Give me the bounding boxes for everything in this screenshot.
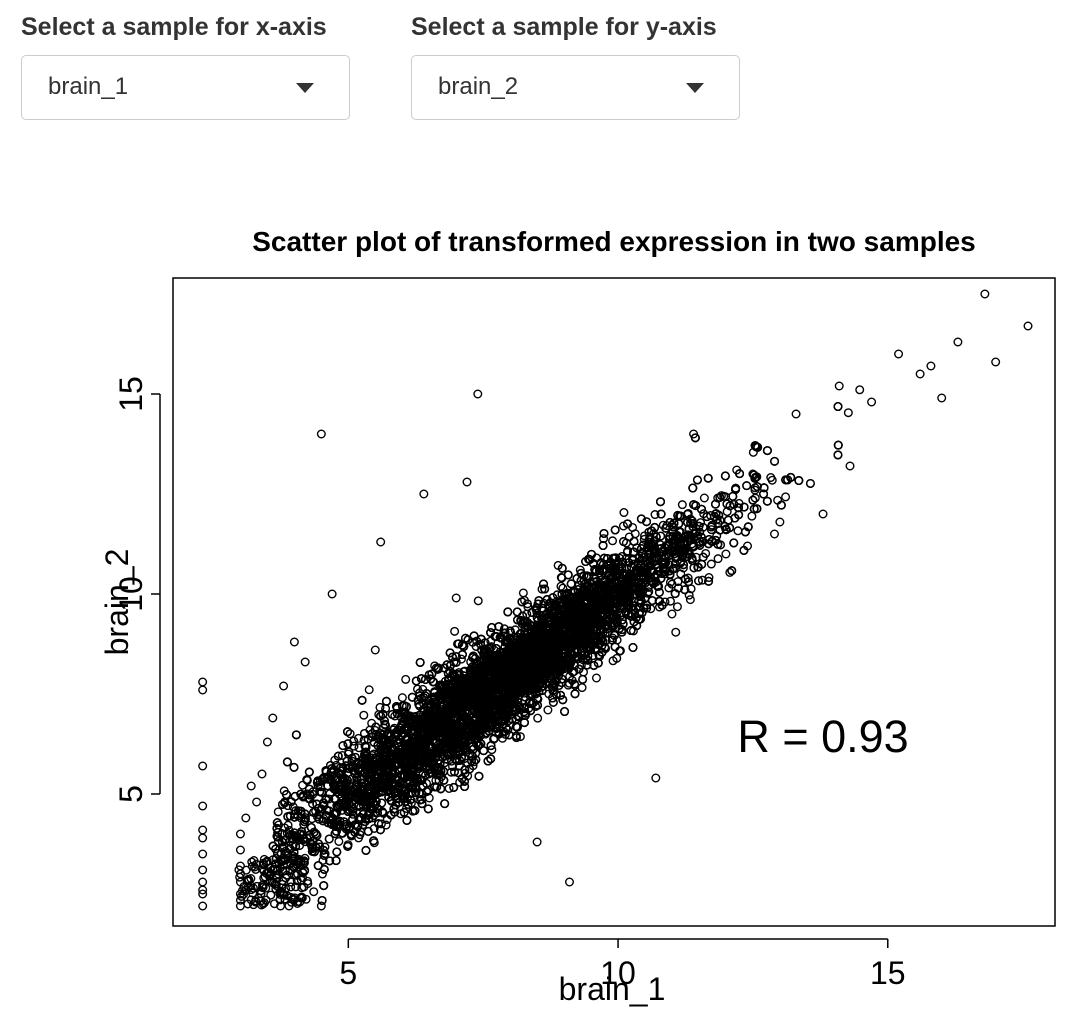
cloud-point [706,559,716,569]
cloud-point [684,590,694,600]
cloud-point [276,901,286,911]
cloud-point [355,830,365,840]
cloud-point [397,693,407,703]
cloud-point [515,732,525,742]
cloud-point [401,674,411,684]
cloud-point [713,554,723,564]
cloud-point [767,475,777,485]
cloud-point [359,710,369,720]
y-sample-value: brain_2 [438,73,519,100]
cloud-point [473,596,483,606]
cloud-point [556,581,566,591]
cloud-point [353,733,363,743]
y-sample-label: Select a sample for y-axis [411,13,717,41]
cloud-point [670,559,680,569]
x-sample-control: Select a sample for x-axis brain_1 [21,8,351,120]
cloud-point [619,508,629,518]
cloud-point [725,567,735,577]
cloud-point [468,637,478,647]
cloud-point [345,729,355,739]
cloud-point [349,736,359,746]
cloud-point [317,869,327,879]
cloud-point [376,819,386,829]
cloud-point [533,713,543,723]
plot-frame [172,277,1056,927]
cloud-point [444,783,454,793]
cloud-point [518,588,528,598]
data-points [198,289,1033,911]
cloud-point [855,385,865,395]
cloud-point [608,656,618,666]
cloud-point [733,526,743,536]
x-sample-select[interactable]: brain_1 [21,55,350,120]
cloud-point [487,745,497,755]
cloud-point [450,626,460,636]
x-sample-label: Select a sample for x-axis [21,13,327,41]
cloud-point [677,500,687,510]
caret-down-icon [296,83,314,93]
cloud-point [577,683,587,693]
cloud-point [665,596,675,606]
y-sample-control: Select a sample for y-axis brain_2 [411,8,741,120]
cloud-point [747,511,757,521]
cloud-point [448,761,458,771]
cloud-point [676,569,686,579]
x-sample-value: brain_1 [48,73,129,100]
cloud-point [650,510,660,520]
caret-down-icon [686,83,704,93]
cloud-point [622,547,632,557]
cloud-point [706,525,716,535]
cloud-point [671,627,681,637]
cloud-point [273,807,283,817]
cloud-point [570,680,580,690]
cloud-point [364,685,374,695]
cloud-point [672,602,682,612]
cloud-point [781,492,791,502]
cloud-point [667,579,677,589]
cloud-point [697,575,707,585]
cloud-point [685,595,695,605]
cloud-point [608,536,618,546]
cloud-point [334,836,344,846]
scatter-plot: Scatter plot of transformed expression i… [99,226,1056,1007]
cloud-point [298,780,308,790]
chart-title: Scatter plot of transformed expression i… [252,226,976,257]
cloud-point [309,887,319,897]
cloud-point [283,820,293,830]
y-sample-select[interactable]: brain_2 [411,55,740,120]
cloud-point [843,408,853,418]
